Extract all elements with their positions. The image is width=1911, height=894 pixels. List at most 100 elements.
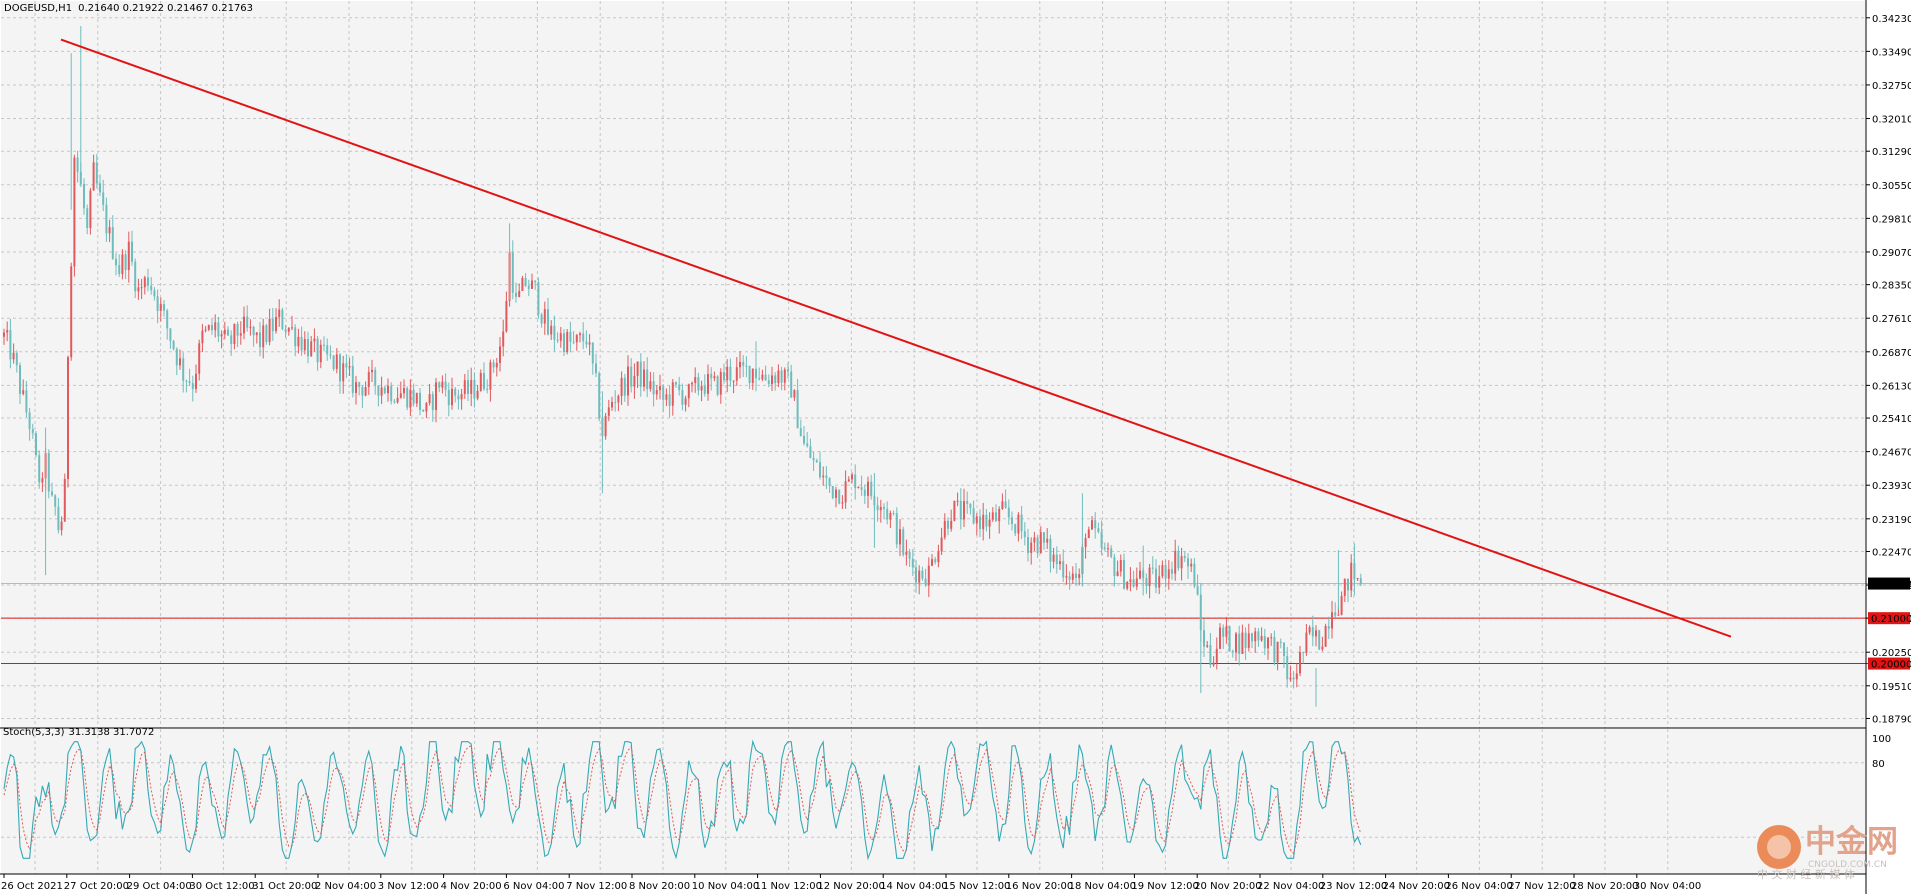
candle-body: [835, 489, 837, 499]
candle-body: [940, 537, 943, 552]
level-label-box: [1868, 612, 1910, 625]
candle-body: [111, 227, 114, 259]
candle-body: [1321, 646, 1324, 650]
candle-body: [47, 453, 50, 492]
candle-body: [559, 333, 562, 341]
candle-body: [844, 481, 847, 503]
candle-body: [415, 392, 418, 404]
candle-body: [617, 395, 620, 403]
candle-body: [630, 366, 633, 387]
logo-text: 中金网: [1805, 824, 1898, 860]
resistance-trendline[interactable]: [60, 38, 1732, 638]
candle-body: [662, 386, 665, 400]
candle-body: [1145, 578, 1148, 587]
candle-body: [1148, 567, 1151, 587]
candle-body: [1334, 612, 1337, 616]
candle-body: [915, 567, 917, 583]
candle-body: [220, 334, 223, 337]
candle-body: [796, 390, 799, 429]
candle-body: [534, 280, 537, 283]
candle-body: [1107, 548, 1109, 550]
candle-body: [92, 162, 95, 191]
candle-body: [665, 394, 668, 400]
candle-body: [41, 478, 44, 483]
candle-body: [860, 487, 863, 490]
candle-body: [758, 378, 761, 380]
candle-body: [1174, 550, 1177, 574]
candle-body: [694, 377, 697, 383]
candle-body: [1049, 538, 1052, 562]
candle-body: [527, 285, 530, 289]
candle-body: [383, 387, 386, 394]
candle-body: [732, 380, 735, 382]
x-tick-label: 7 Nov 12:00: [566, 881, 627, 892]
candle-body: [1273, 637, 1276, 663]
trendline[interactable]: [60, 38, 1732, 638]
candle-body: [899, 529, 901, 545]
candle-body: [1183, 556, 1186, 559]
stoch-y-tick-label: 80: [1872, 759, 1885, 770]
candle-body: [1193, 563, 1196, 587]
candle-body: [22, 390, 25, 394]
stoch-y-tick-label: 100: [1872, 734, 1891, 745]
candle-body: [505, 300, 508, 332]
candle-body: [303, 339, 306, 351]
candle-body: [870, 481, 873, 497]
candle-body: [1046, 538, 1049, 543]
level-label: 0.20000: [1871, 660, 1911, 671]
candle-body: [271, 318, 274, 332]
candle-body: [735, 367, 738, 381]
candle-body: [252, 326, 255, 336]
candle-body: [1279, 641, 1282, 643]
y-tick-label: 0.29070: [1872, 248, 1911, 259]
candle-body: [643, 369, 645, 387]
candle-body: [444, 381, 447, 390]
candle-body: [924, 578, 927, 586]
x-tick-label: 16 Nov 20:00: [1006, 881, 1073, 892]
candle-body: [566, 331, 569, 352]
candle-body: [511, 252, 514, 293]
candle-body: [342, 363, 345, 382]
candle-body: [236, 323, 239, 336]
candle-body: [556, 339, 559, 341]
candle-body: [595, 363, 597, 374]
candle-body: [287, 327, 290, 332]
candle-body: [787, 369, 789, 372]
candle-body: [1206, 645, 1209, 647]
candle-body: [1251, 633, 1253, 642]
candle-body: [483, 372, 485, 389]
candle-body: [847, 479, 850, 482]
candle-body: [319, 344, 322, 363]
candle-body: [463, 380, 466, 394]
candle-body: [1001, 501, 1004, 509]
candle-body: [1331, 612, 1333, 629]
x-tick-label: 31 Oct 20:00: [252, 881, 317, 892]
candle-body: [774, 375, 777, 384]
candle-body: [217, 322, 220, 337]
x-tick-label: 22 Nov 04:00: [1257, 881, 1324, 892]
candle-body: [739, 361, 741, 368]
candle-body: [374, 369, 377, 386]
candle-body: [991, 512, 994, 520]
candle-body: [1135, 578, 1138, 587]
candle-body: [620, 377, 623, 396]
candle-body: [697, 377, 700, 391]
candle-body: [934, 559, 937, 563]
candle-body: [809, 446, 812, 458]
candle-body: [345, 363, 348, 368]
candle-body: [1308, 627, 1311, 633]
candle-body: [956, 500, 959, 502]
y-tick-label: 0.22470: [1872, 547, 1911, 558]
candle-body: [454, 388, 457, 396]
candle-body: [316, 338, 319, 363]
candle-body: [233, 323, 236, 344]
candle-body: [905, 551, 908, 555]
candle-body: [1260, 636, 1263, 641]
candle-body: [329, 354, 332, 356]
candle-body: [1158, 576, 1161, 588]
x-tick-label: 24 Nov 20:00: [1383, 881, 1450, 892]
candle-body: [1347, 578, 1349, 591]
candle-body: [931, 559, 933, 566]
candle-body: [710, 373, 713, 379]
candle-body: [687, 384, 690, 399]
